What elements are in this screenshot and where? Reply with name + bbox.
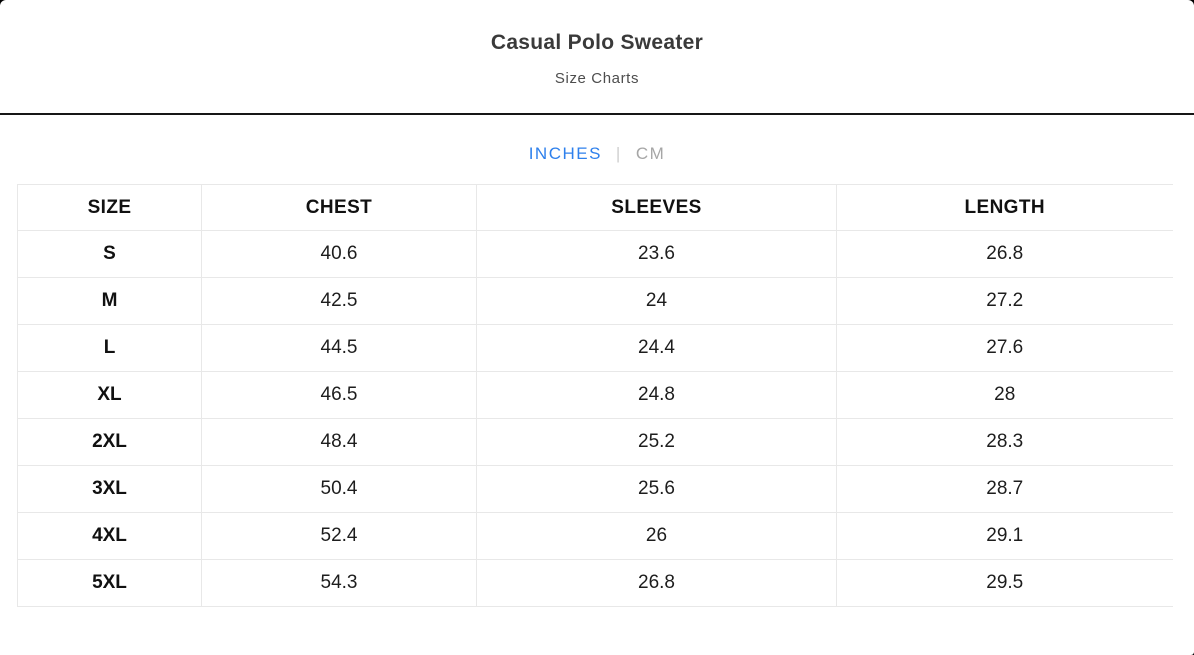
value-cell: 28.3	[836, 418, 1173, 466]
size-cell: L	[17, 324, 202, 372]
size-chart-table: SIZE CHEST SLEEVES LENGTH S 40.6 23.6 26.8 M 42.…	[17, 184, 1173, 607]
column-header-length: LENGTH	[836, 184, 1173, 231]
product-title: Casual Polo Sweater	[490, 31, 704, 54]
value-cell: 28.7	[836, 465, 1173, 513]
value-cell: 54.3	[201, 559, 477, 607]
value-cell: 25.2	[476, 418, 837, 466]
value-cell: 28	[836, 371, 1173, 419]
value-cell: 48.4	[201, 418, 477, 466]
table-row: 4XL 52.4 26 29.1	[17, 512, 1173, 560]
value-cell: 25.6	[476, 465, 837, 513]
value-cell: 24.8	[476, 371, 837, 419]
value-cell: 26	[476, 512, 837, 560]
table-row: 5XL 54.3 26.8 29.5	[17, 559, 1173, 607]
value-cell: 27.2	[836, 277, 1173, 325]
size-cell: XL	[17, 371, 202, 419]
value-cell: 50.4	[201, 465, 477, 513]
value-cell: 29.1	[836, 512, 1173, 560]
value-cell: 52.4	[201, 512, 477, 560]
value-cell: 44.5	[201, 324, 477, 372]
table-row: 2XL 48.4 25.2 28.3	[17, 418, 1173, 466]
column-header-size: SIZE	[17, 184, 202, 231]
table-row: XL 46.5 24.8 28	[17, 371, 1173, 419]
value-cell: 24	[476, 277, 837, 325]
value-cell: 26.8	[836, 230, 1173, 278]
table-row: M 42.5 24 27.2	[17, 277, 1173, 325]
table-row: 3XL 50.4 25.6 28.7	[17, 465, 1173, 513]
size-cell: S	[17, 230, 202, 278]
table-row: S 40.6 23.6 26.8	[17, 230, 1173, 278]
unit-option-inches[interactable]: INCHES	[528, 144, 602, 163]
unit-option-cm[interactable]: CM	[635, 144, 666, 163]
unit-toggle: INCHES | CM	[0, 144, 1194, 164]
value-cell: 23.6	[476, 230, 837, 278]
size-cell: 2XL	[17, 418, 202, 466]
size-cell: 5XL	[17, 559, 202, 607]
size-cell: 4XL	[17, 512, 202, 560]
column-header-chest: CHEST	[201, 184, 477, 231]
value-cell: 26.8	[476, 559, 837, 607]
table-body: S 40.6 23.6 26.8 M 42.5 24 27.2 L 44.5 24.4 27.6 XL 4…	[17, 230, 1173, 607]
modal-header: Casual Polo Sweater Size Charts	[0, 0, 1194, 115]
value-cell: 46.5	[201, 371, 477, 419]
table-header-row: SIZE CHEST SLEEVES LENGTH	[17, 184, 1173, 231]
value-cell: 40.6	[201, 230, 477, 278]
size-table-container: SIZE CHEST SLEEVES LENGTH S 40.6 23.6 26.8 M 42.…	[17, 184, 1173, 607]
unit-separator: |	[615, 144, 622, 163]
size-cell: 3XL	[17, 465, 202, 513]
column-header-sleeves: SLEEVES	[476, 184, 837, 231]
size-cell: M	[17, 277, 202, 325]
value-cell: 42.5	[201, 277, 477, 325]
table-row: L 44.5 24.4 27.6	[17, 324, 1173, 372]
value-cell: 24.4	[476, 324, 837, 372]
value-cell: 27.6	[836, 324, 1173, 372]
modal-subtitle: Size Charts	[554, 70, 640, 87]
value-cell: 29.5	[836, 559, 1173, 607]
